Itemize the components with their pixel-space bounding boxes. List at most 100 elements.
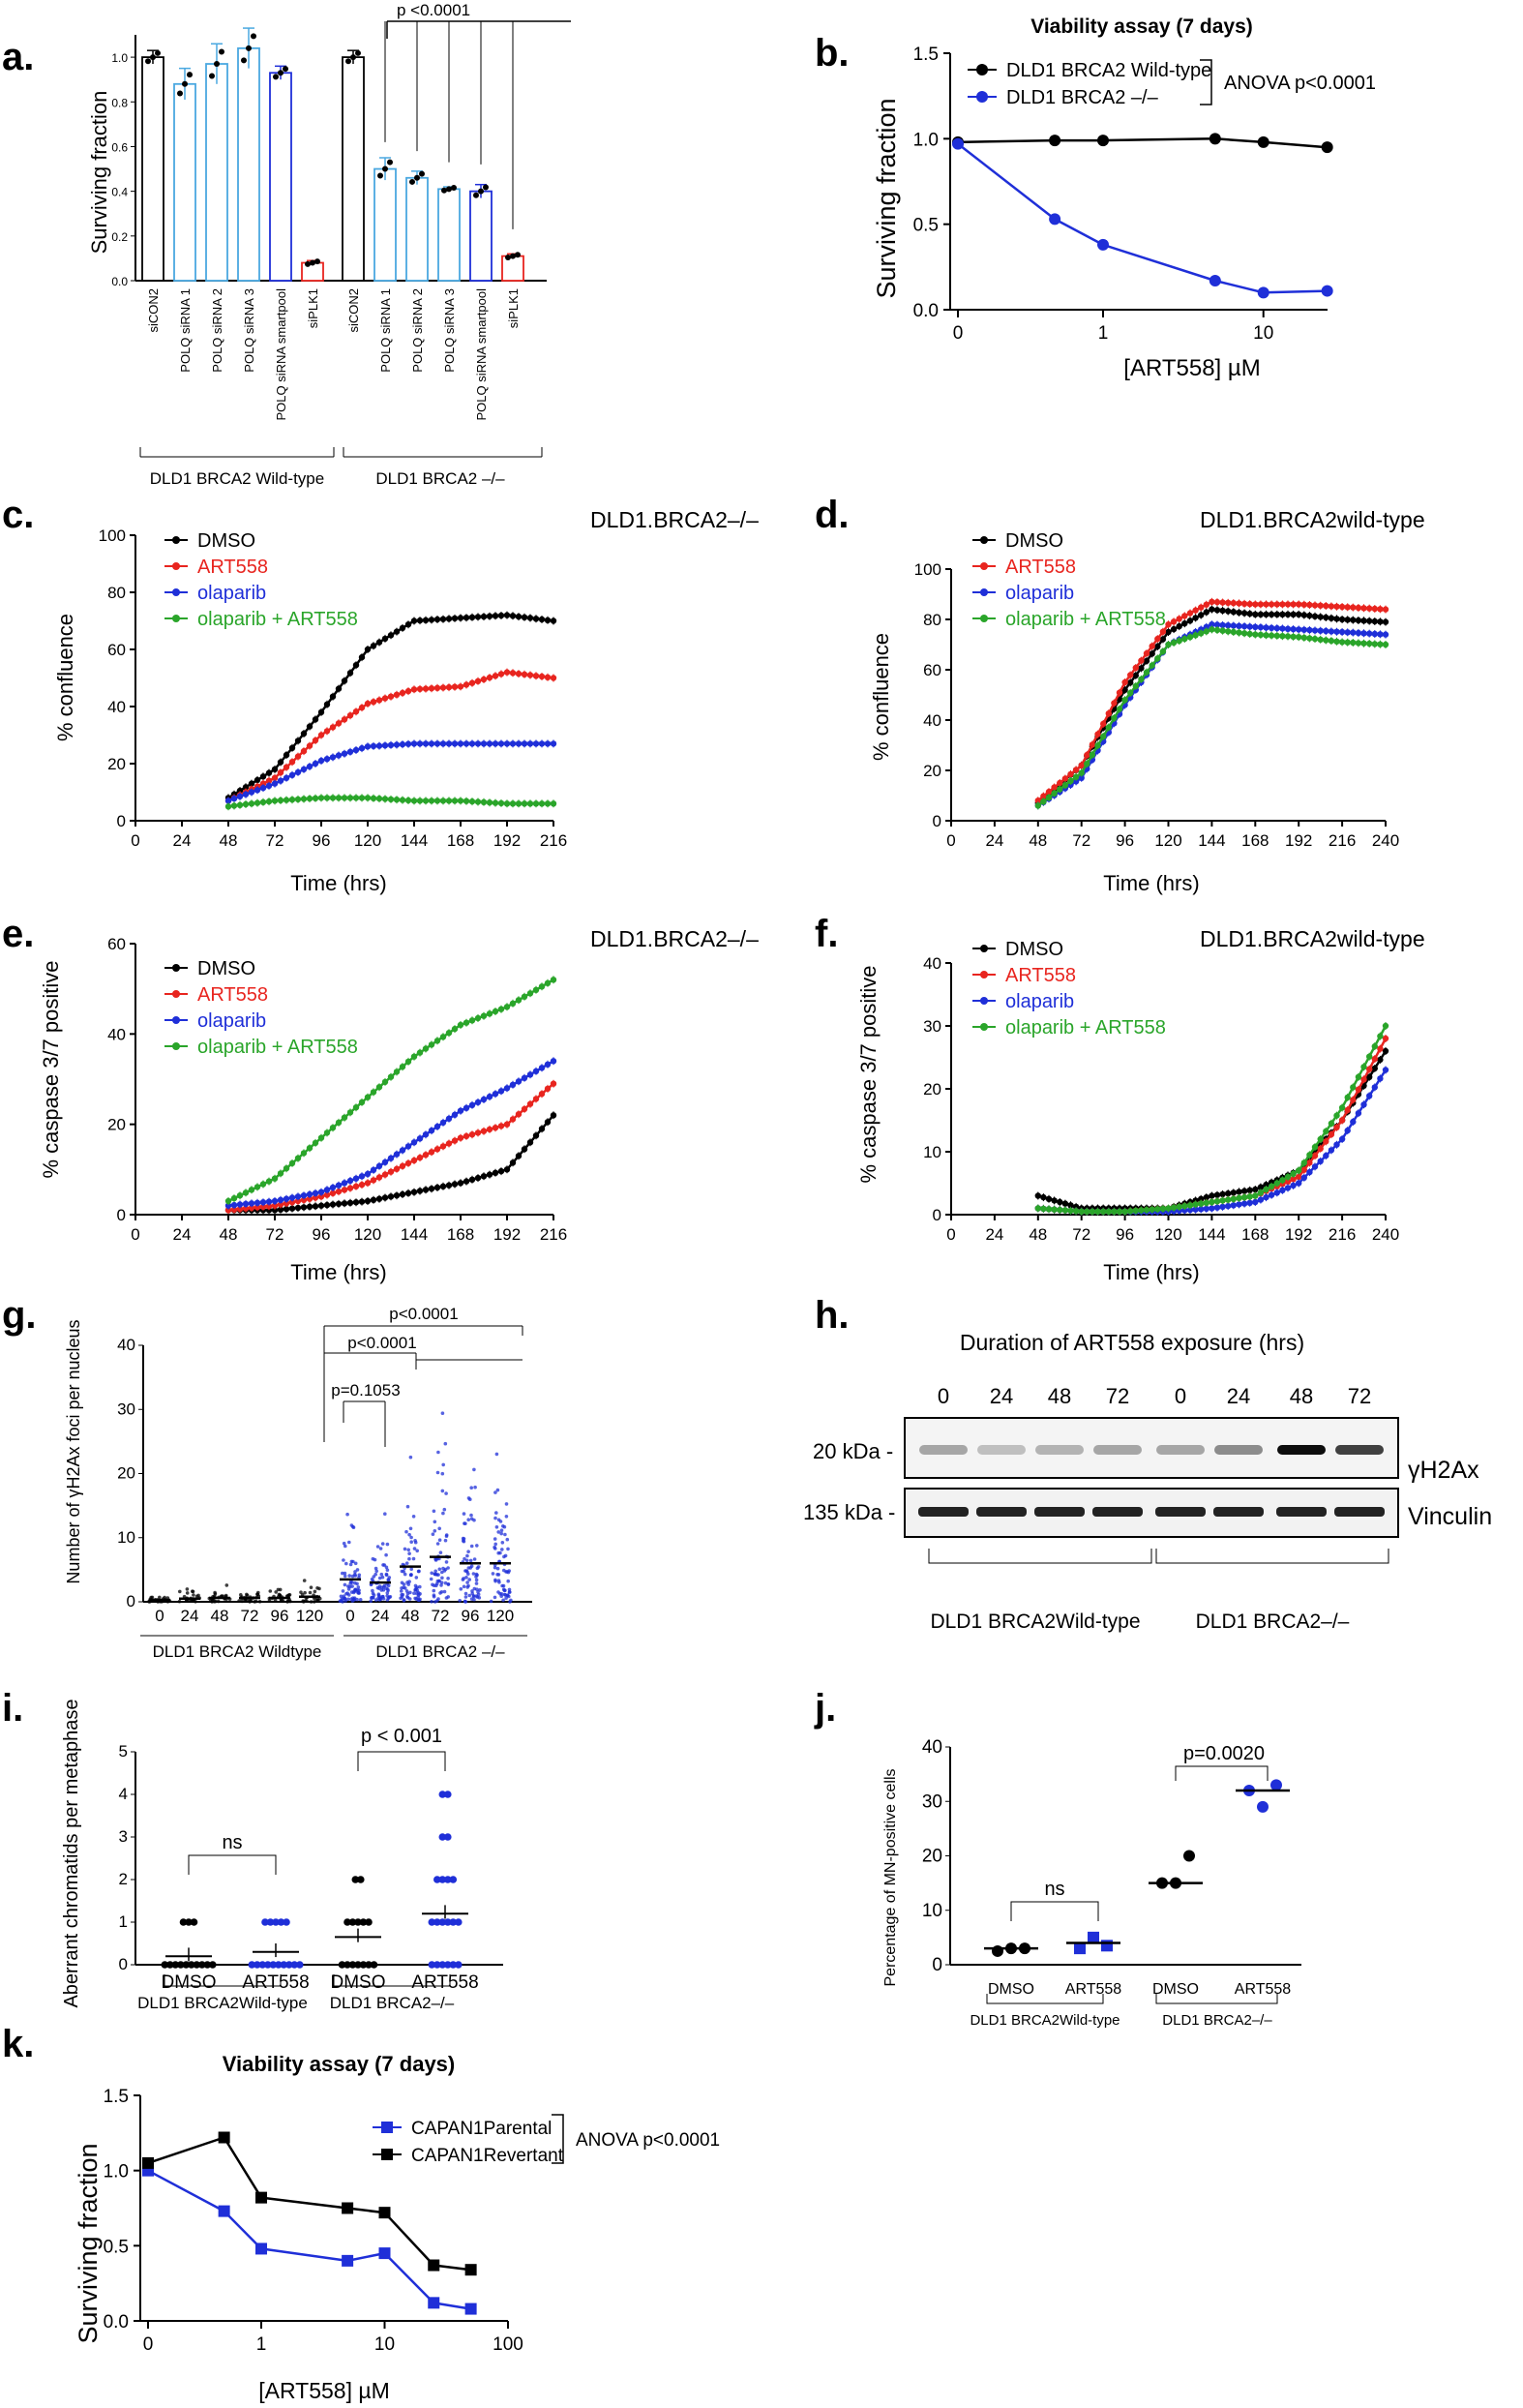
a-point — [350, 54, 356, 61]
g-point — [466, 1583, 470, 1588]
i-point — [161, 1961, 169, 1969]
g-point — [400, 1580, 404, 1585]
a-point — [409, 178, 415, 185]
i-point — [185, 1918, 193, 1926]
g-point — [462, 1512, 466, 1516]
a-bar — [237, 46, 260, 282]
plot-i: 0 1 2 3 4 5 DMSO ART558 DMSO ART558 — [119, 1742, 503, 1993]
g-point — [436, 1450, 440, 1455]
g-point — [467, 1578, 472, 1581]
g-point — [345, 1591, 350, 1595]
i-point — [428, 1961, 436, 1969]
a-point — [278, 70, 284, 76]
g-point — [351, 1596, 355, 1600]
k-xtick-label: 10 — [374, 2334, 395, 2355]
e-xlabel: Time (hrs) — [290, 1260, 386, 1284]
c-xtick-label: 48 — [220, 831, 238, 850]
k-ytick-label: 0.0 — [104, 2312, 129, 2333]
g-point — [358, 1598, 363, 1602]
b-ylabel: Surviving fraction — [872, 98, 901, 298]
g-point — [224, 1583, 229, 1587]
f-xtick-label: 72 — [1072, 1225, 1090, 1244]
g-point — [438, 1591, 442, 1595]
a-bar — [205, 63, 228, 282]
j-ns: ns — [1044, 1879, 1064, 1900]
a-bar — [342, 56, 365, 282]
i-point — [359, 1918, 368, 1926]
f-series-3-line — [1037, 1025, 1388, 1214]
c-title: DLD1.BRCA2–/– — [590, 507, 759, 532]
panel-label-h: h. — [815, 1294, 850, 1337]
plot-a: 0.0 0.2 0.4 0.6 0.8 1.0 siCON2 POLQ siRNA 1 POLQ… — [111, 21, 547, 421]
k-series-1-point — [342, 2202, 354, 2214]
i-point — [171, 1961, 180, 1969]
g-point — [347, 1584, 352, 1589]
g-point — [442, 1589, 447, 1594]
g-point — [446, 1566, 450, 1570]
g-point — [459, 1587, 463, 1591]
i-point — [438, 1918, 447, 1926]
g-point — [353, 1572, 357, 1577]
g-point — [237, 1599, 241, 1603]
g-point — [407, 1597, 412, 1601]
a-point — [177, 90, 183, 97]
panel-f: DLD1.BRCA2wild-type % caspase 3/7 positi… — [856, 926, 1425, 1284]
a-xtick-label: POLQ siRNA smartpool — [274, 288, 288, 421]
g-point — [502, 1592, 507, 1597]
i-point — [433, 1918, 441, 1926]
e-xtick-label: 168 — [447, 1225, 474, 1244]
h-band-gamma-h2ax — [1214, 1445, 1263, 1455]
g-point — [343, 1574, 347, 1579]
g-point — [224, 1593, 228, 1598]
d-legend-label-0: DMSO — [1005, 530, 1063, 552]
a-point — [310, 259, 315, 266]
g-point — [443, 1580, 448, 1585]
g-point — [405, 1594, 409, 1599]
g-point — [443, 1441, 448, 1446]
g-p2: p<0.0001 — [347, 1334, 416, 1352]
panel-label-i: i. — [2, 1687, 23, 1730]
g-point — [245, 1593, 250, 1598]
i-point — [296, 1961, 304, 1969]
e-xtick-label: 96 — [313, 1225, 331, 1244]
a-point — [187, 72, 193, 78]
g-ytick-label: 30 — [117, 1400, 135, 1418]
g-point — [440, 1471, 445, 1476]
i-point — [438, 1961, 447, 1969]
g-point — [385, 1587, 390, 1591]
a-point — [246, 45, 252, 51]
j-ytick-label: 10 — [922, 1901, 942, 1921]
g-group1: DLD1 BRCA2 Wildtype — [153, 1642, 322, 1661]
e-legend-marker-1 — [172, 990, 180, 998]
a-bar — [501, 255, 524, 282]
i-point — [277, 1918, 285, 1926]
g-point — [469, 1544, 474, 1549]
b-ytick-label: 1.0 — [913, 130, 939, 150]
d-ylabel: % confluence — [869, 633, 893, 761]
g-point — [353, 1580, 357, 1585]
g-point — [463, 1521, 467, 1525]
f-legend-label-1: ART558 — [1005, 965, 1076, 986]
h-lane-label: 72 — [1106, 1384, 1129, 1408]
h-band-gamma-h2ax — [919, 1445, 968, 1455]
a-point — [251, 33, 256, 40]
g-point — [502, 1554, 506, 1559]
g-point — [255, 1592, 260, 1597]
h-band-vinculin — [976, 1507, 1027, 1517]
c-ytick-label: 40 — [107, 698, 126, 716]
d-ytick-label: 20 — [923, 762, 941, 780]
d-xtick-label: 120 — [1154, 831, 1181, 850]
e-legend-marker-2 — [172, 1016, 180, 1024]
g-point — [462, 1537, 466, 1541]
h-mw2: 135 kDa - — [803, 1500, 895, 1524]
g-point — [471, 1594, 476, 1599]
f-legend-marker-0 — [980, 945, 988, 952]
g-point — [496, 1550, 500, 1555]
g-point — [499, 1592, 504, 1596]
h-band1: γH2Ax — [1408, 1457, 1479, 1484]
panel-label-j: j. — [814, 1687, 836, 1730]
plot-k: 0.0 0.5 1.0 1.5 0 1 10 100 — [104, 2087, 523, 2355]
i-point — [455, 1918, 463, 1926]
g-point — [386, 1596, 391, 1600]
g-point — [196, 1593, 200, 1598]
